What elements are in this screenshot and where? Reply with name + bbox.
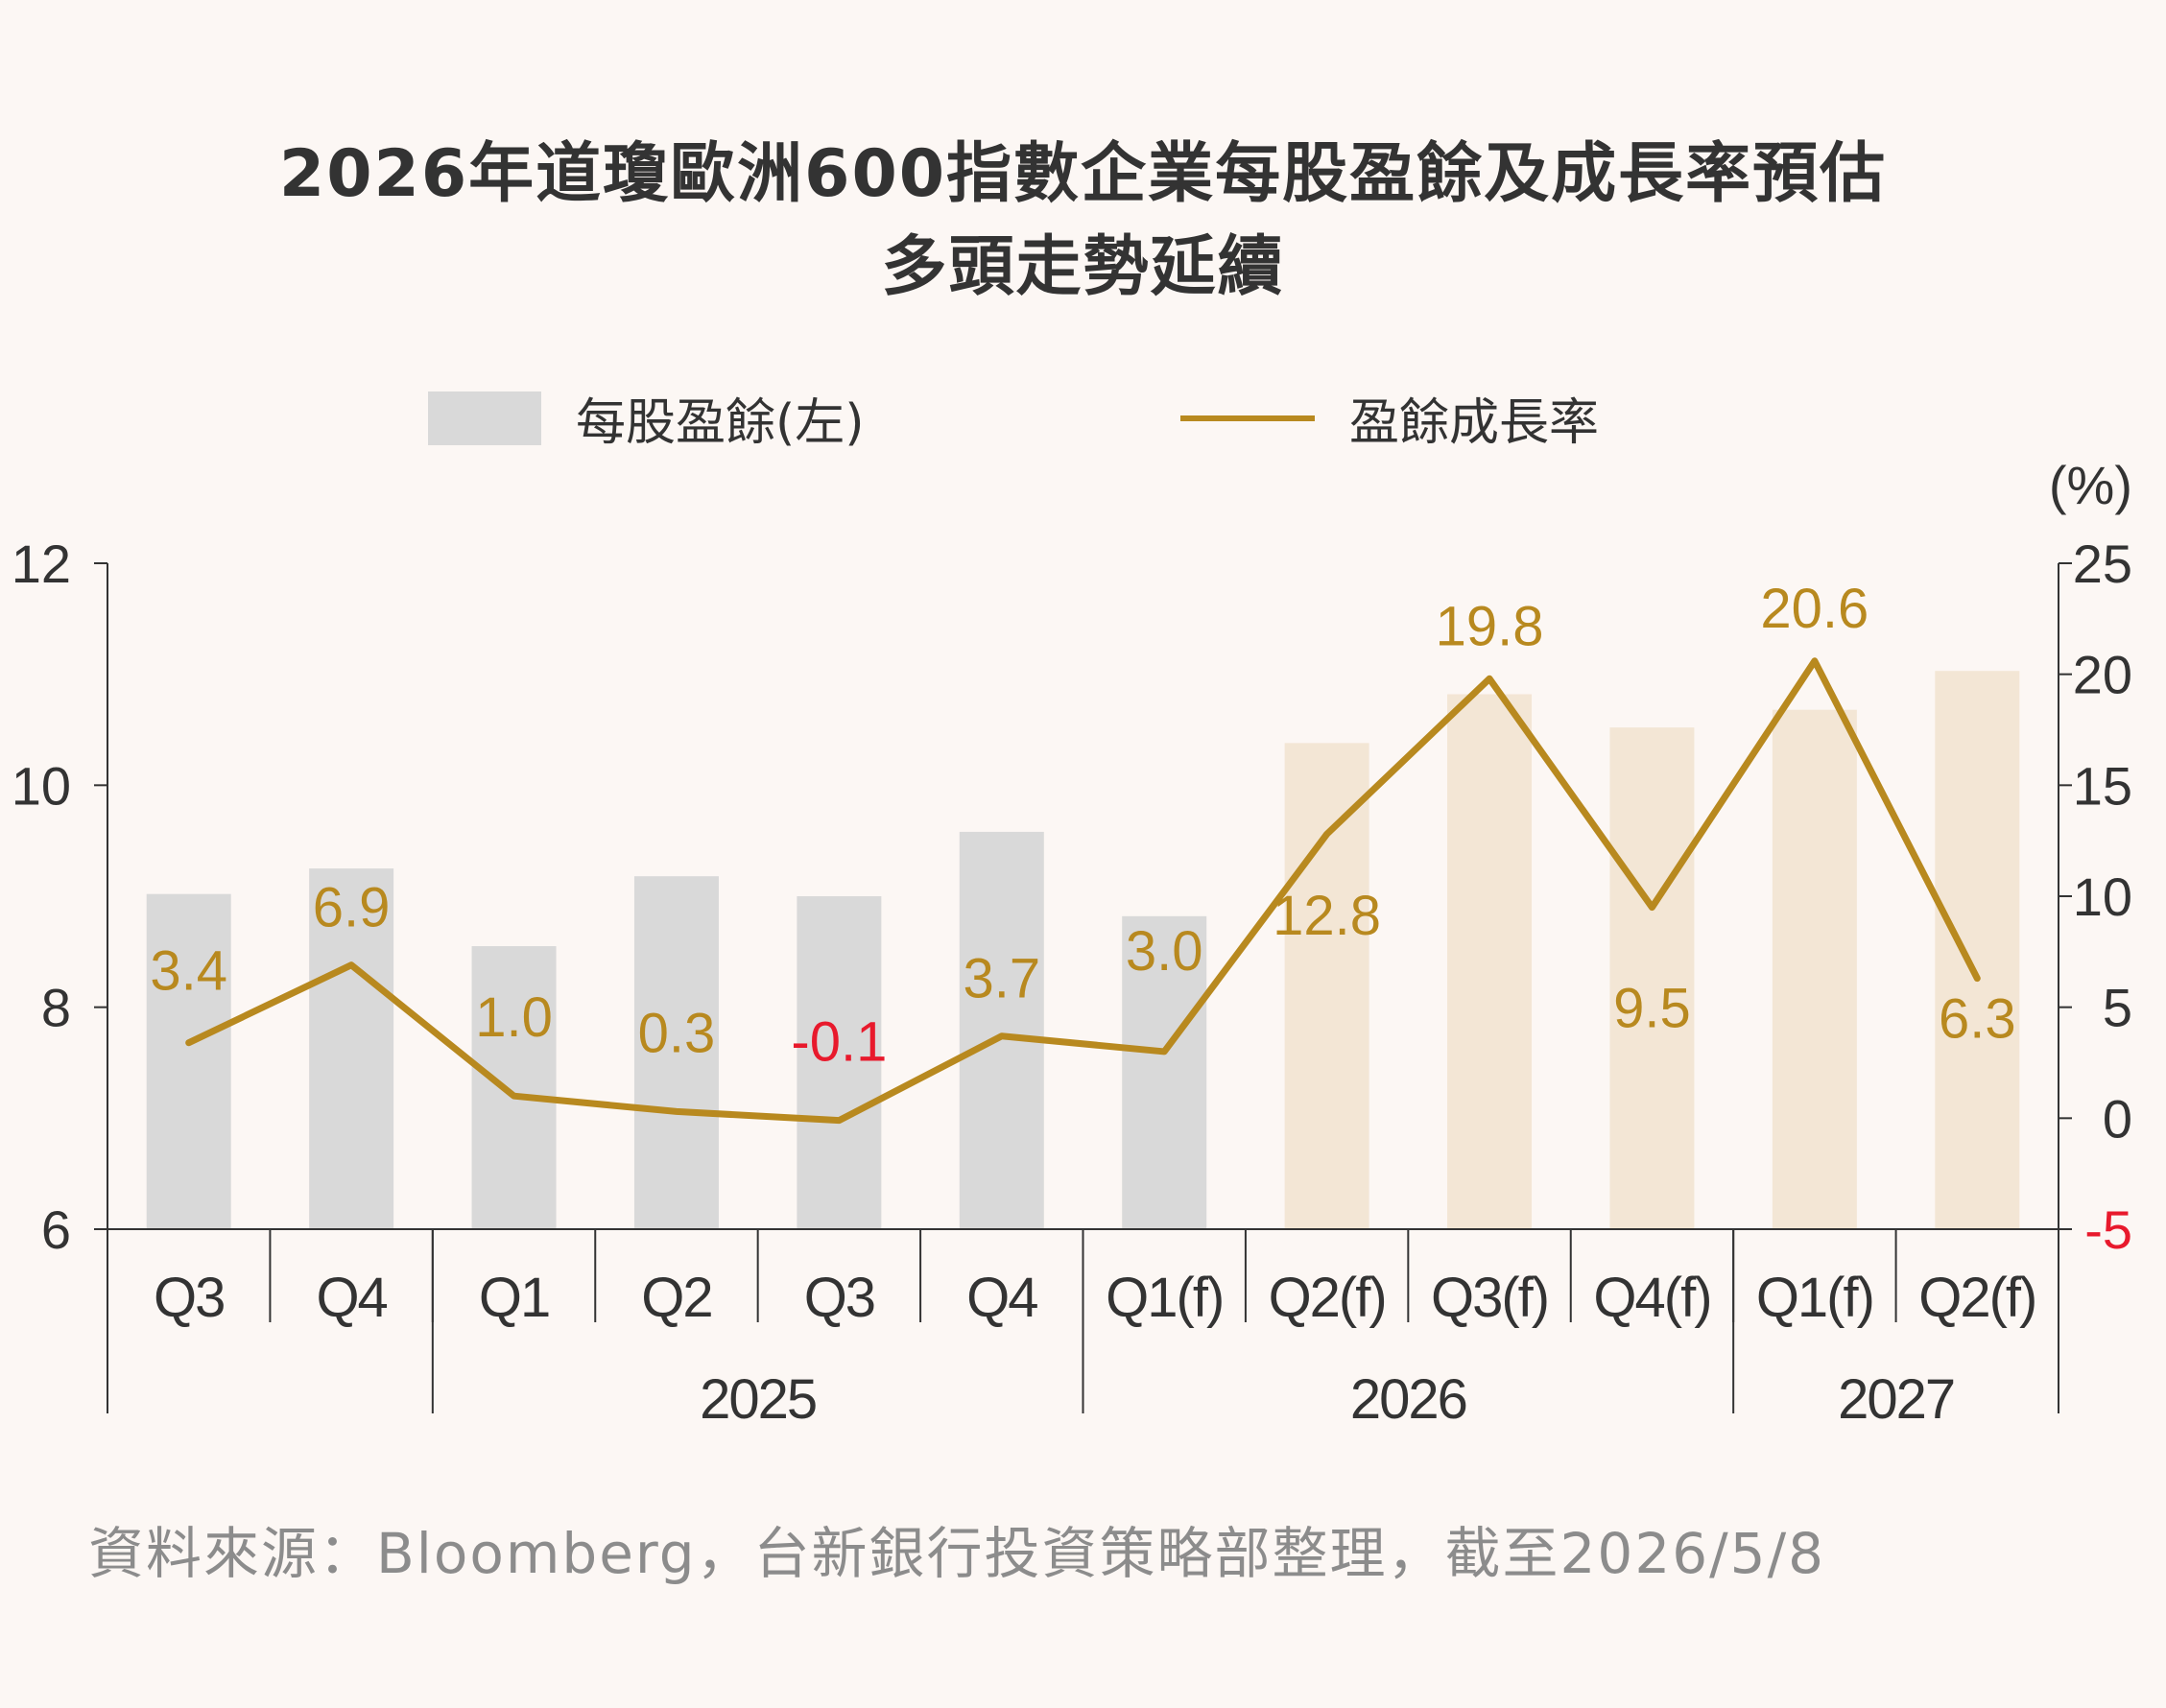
right-axis-tick-label: 15 — [2073, 755, 2132, 816]
growth-data-label: 3.4 — [150, 940, 227, 1003]
eps-bar — [309, 868, 394, 1229]
source-note: 資料來源：Bloomberg，台新銀行投資策略部整理，截至2026/5/8 — [88, 1521, 1826, 1586]
legend-label-eps: 每股盈餘(左) — [576, 394, 865, 452]
chart-title: 2026年道瓊歐洲600指數企業每股盈餘及成長率預估 — [278, 136, 1888, 212]
category-label: Q3(f) — [1431, 1267, 1548, 1329]
right-axis-tick-label: -5 — [2084, 1199, 2132, 1260]
year-label: 2027 — [1838, 1368, 1954, 1431]
legend-swatch-eps — [428, 391, 541, 445]
growth-data-label: 19.8 — [1436, 595, 1544, 657]
growth-data-label: 12.8 — [1273, 885, 1381, 947]
right-axis-unit: (%) — [2049, 455, 2132, 515]
eps-bar — [1284, 743, 1369, 1229]
eps-bar — [1772, 709, 1857, 1229]
eps-bar — [1447, 694, 1533, 1229]
category-label: Q3 — [154, 1267, 224, 1329]
growth-data-label: 1.0 — [475, 986, 553, 1049]
left-axis-tick-label: 12 — [12, 534, 71, 594]
right-axis-tick-label: 0 — [2103, 1088, 2132, 1149]
legend-label-growth: 盈餘成長率 — [1349, 394, 1600, 452]
chart-subtitle: 多頭走勢延續 — [881, 229, 1285, 305]
eps-bar — [633, 876, 719, 1229]
eps-bar — [1935, 671, 2020, 1229]
left-axis-tick-label: 6 — [41, 1199, 71, 1260]
category-label: Q1(f) — [1756, 1267, 1873, 1329]
eps-bar — [959, 831, 1044, 1229]
legend-swatch-growth — [1180, 415, 1315, 421]
growth-data-label: 9.5 — [1613, 978, 1691, 1040]
growth-data-label: 3.0 — [1126, 920, 1203, 983]
growth-line — [185, 657, 1981, 1125]
right-axis-tick-label: 20 — [2073, 645, 2132, 705]
eps-bar — [797, 896, 882, 1229]
right-axis-tick-label: 5 — [2103, 978, 2132, 1038]
eps-bar — [471, 946, 557, 1229]
category-label: Q2 — [641, 1267, 711, 1329]
category-label: Q1 — [479, 1267, 549, 1329]
category-label: Q4(f) — [1593, 1267, 1710, 1329]
category-label: Q2(f) — [1918, 1267, 2035, 1329]
right-axis-tick-label: 10 — [2073, 866, 2132, 927]
eps-bar — [1609, 727, 1695, 1229]
category-label: Q4 — [966, 1267, 1037, 1329]
growth-data-label: 20.6 — [1760, 578, 1868, 640]
legend-item-eps: 每股盈餘(左) — [428, 382, 865, 454]
right-axis-tick-label: 25 — [2073, 534, 2132, 594]
eps-bar — [146, 893, 231, 1229]
growth-data-label: 6.9 — [313, 877, 391, 939]
growth-data-label: 3.7 — [963, 948, 1040, 1010]
category-label: Q4 — [316, 1267, 387, 1329]
category-label: Q1(f) — [1106, 1267, 1223, 1329]
growth-data-label: 0.3 — [638, 1002, 716, 1064]
category-label: Q3 — [804, 1267, 874, 1329]
category-label: Q2(f) — [1269, 1267, 1386, 1329]
left-axis-tick-label: 10 — [12, 755, 71, 816]
growth-data-label: -0.1 — [791, 1011, 887, 1074]
left-axis-tick-label: 8 — [41, 978, 71, 1038]
year-label: 2026 — [1350, 1368, 1466, 1431]
legend-item-growth: 盈餘成長率 — [1180, 382, 1599, 454]
growth-data-label: 6.3 — [1939, 988, 2016, 1051]
year-label: 2025 — [700, 1368, 816, 1431]
eps-bar — [1122, 915, 1207, 1229]
